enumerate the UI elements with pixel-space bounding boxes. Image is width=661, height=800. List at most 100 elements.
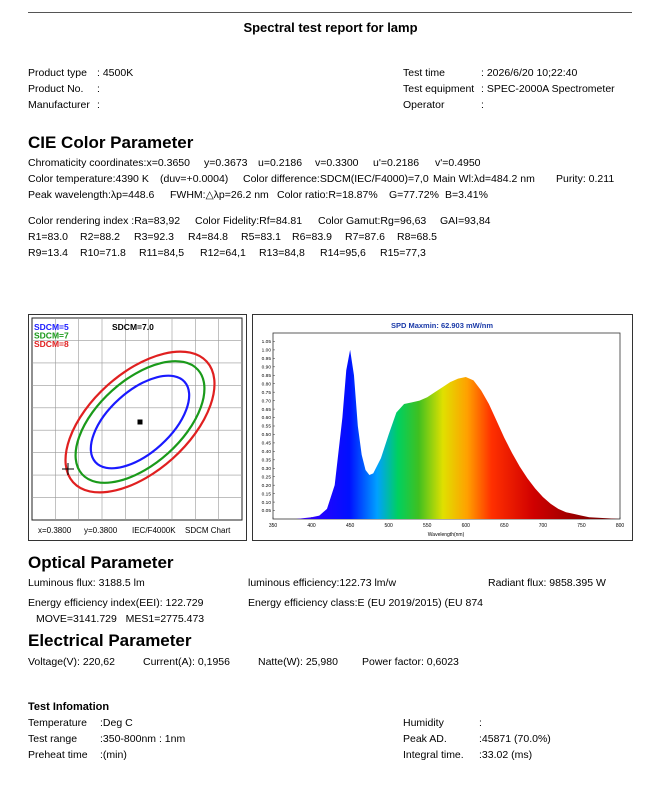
cie-item: u=0.2186	[258, 157, 303, 169]
y-tick-label: 0.30	[262, 466, 272, 472]
cie-item: u'=0.2186	[373, 157, 420, 169]
cie-item: R15=77,3	[380, 247, 426, 259]
cie-item: R8=68.5	[397, 231, 437, 243]
optical-item: Energy efficiency index(EEI): 122.729	[28, 597, 204, 609]
cie-item: Color difference:SDCM(IEC/F4000)=7,0	[243, 173, 429, 185]
info-label: Operator	[403, 99, 445, 111]
y-tick-label: 1.00	[262, 348, 272, 354]
sdcm-legend-label: SDCM=5	[34, 322, 69, 332]
report-title: Spectral test report for lamp	[243, 20, 418, 35]
cie-item: G=77.72%	[389, 189, 439, 201]
spd-chart: SPD Maxmin: 62.903 mW/nm Wavelength(nm) …	[252, 314, 633, 541]
sdcm-legend-label: SDCM=7	[34, 331, 69, 341]
section-heading: CIE Color Parameter	[28, 133, 194, 152]
info-value: :45871 (70.0%)	[479, 733, 551, 745]
cie-item: Color temperature:4390 K	[28, 173, 149, 185]
info-label: Test equipment	[403, 83, 475, 95]
x-tick-label: 800	[616, 523, 625, 529]
cie-item: B=3.41%	[445, 189, 488, 201]
x-axis-label: Wavelength(nm)	[428, 532, 465, 538]
info-value: :	[481, 99, 484, 111]
info-value: :	[97, 83, 100, 95]
y-tick-label: 0.25	[262, 474, 272, 480]
y-tick-label: 0.05	[262, 508, 272, 514]
cie-item: R5=83.1	[241, 231, 281, 243]
y-tick-label: 0.75	[262, 390, 272, 396]
section-heading: Test Infomation	[28, 701, 110, 713]
x-tick-label: 650	[500, 523, 509, 529]
cie-item: Main Wl:λd=484.2 nm	[433, 173, 535, 185]
sdcm-result: SDCM=7.0	[112, 322, 154, 332]
x-tick-label: 700	[539, 523, 548, 529]
cie-item: R9=13.4	[28, 247, 68, 259]
sdcm-footer: IEC/F4000K	[132, 526, 176, 535]
cie-item: v=0.3300	[315, 157, 359, 169]
y-tick-label: 0.60	[262, 415, 272, 421]
electrical-item: Voltage(V): 220,62	[28, 656, 115, 668]
cie-item: R13=84,8	[259, 247, 305, 259]
electrical-item: Current(A): 0,1956	[143, 656, 230, 668]
x-tick-label: 500	[384, 523, 393, 529]
sdcm-ellipse	[89, 374, 191, 470]
x-tick-label: 750	[577, 523, 586, 529]
info-value: :	[97, 99, 100, 111]
optical-item: luminous efficiency:122.73 lm/w	[248, 577, 397, 589]
cie-item: Color rendering index :Ra=83,92	[28, 215, 181, 227]
cie-item: R7=87.6	[345, 231, 385, 243]
info-label: Preheat time	[28, 749, 88, 761]
y-tick-label: 0.15	[262, 491, 272, 497]
info-label: Test time	[403, 67, 446, 79]
cie-item: Color ratio:R=18.87%	[277, 189, 378, 201]
info-value: :33.02 (ms)	[479, 749, 533, 761]
y-tick-label: 0.85	[262, 373, 272, 379]
y-tick-label: 0.70	[262, 398, 272, 404]
info-label: Temperature	[28, 717, 87, 729]
cie-item: FWHM:△λp=26.2 nm	[170, 189, 269, 201]
cie-item: y=0.3673	[204, 157, 248, 169]
info-value: : SPEC-2000A Spectrometer	[481, 83, 615, 95]
info-value: :Deg C	[100, 717, 133, 729]
cie-item: GAI=93,84	[440, 215, 491, 227]
sdcm-plot-frame	[31, 317, 243, 521]
info-value: :	[479, 717, 482, 729]
y-tick-label: 0.95	[262, 356, 272, 362]
info-label: Product type	[28, 67, 87, 79]
y-tick-label: 0.10	[262, 500, 272, 506]
y-tick-label: 0.65	[262, 407, 272, 413]
spectrum-area	[273, 349, 620, 519]
sdcm-frame	[28, 314, 247, 541]
sdcm-center	[137, 419, 143, 425]
info-value: :(min)	[100, 749, 127, 761]
info-label: Integral time.	[403, 749, 464, 761]
cie-item: R12=64,1	[200, 247, 246, 259]
cie-item: R10=71.8	[80, 247, 126, 259]
spd-title: SPD Maxmin: 62.903 mW/nm	[391, 321, 493, 330]
cie-item: Chromaticity coordinates:x=0.3650	[28, 157, 190, 169]
cie-item: R3=92.3	[134, 231, 174, 243]
cie-item: Purity: 0.211	[556, 173, 615, 185]
info-label: Peak AD.	[403, 733, 447, 745]
info-value: :350-800nm : 1nm	[100, 733, 186, 745]
cie-item: Color Gamut:Rg=96,63	[318, 215, 427, 227]
section-heading: Electrical Parameter	[28, 631, 192, 650]
info-label: Manufacturer	[28, 99, 90, 111]
x-tick-label: 450	[346, 523, 355, 529]
x-tick-label: 400	[307, 523, 316, 529]
sdcm-footer: SDCM Chart	[185, 526, 231, 535]
cie-item: R14=95,6	[320, 247, 366, 259]
sdcm-ellipse	[74, 360, 206, 484]
info-label: Test range	[28, 733, 78, 745]
sdcm-footer: x=0.3800	[38, 526, 72, 535]
sdcm-footer: y=0.3800	[84, 526, 118, 535]
info-value: : 2026/6/20 10;22:40	[481, 67, 578, 79]
electrical-item: Power factor: 0,6023	[362, 656, 459, 668]
cie-item: Peak wavelength:λp=448.6	[28, 189, 155, 201]
electrical-item: Natte(W): 25,980	[258, 656, 338, 668]
x-tick-label: 600	[462, 523, 471, 529]
y-tick-label: 0.45	[262, 441, 272, 447]
y-tick-label: 0.50	[262, 432, 272, 438]
top-rule	[28, 12, 632, 13]
cie-item: R1=83.0	[28, 231, 68, 243]
